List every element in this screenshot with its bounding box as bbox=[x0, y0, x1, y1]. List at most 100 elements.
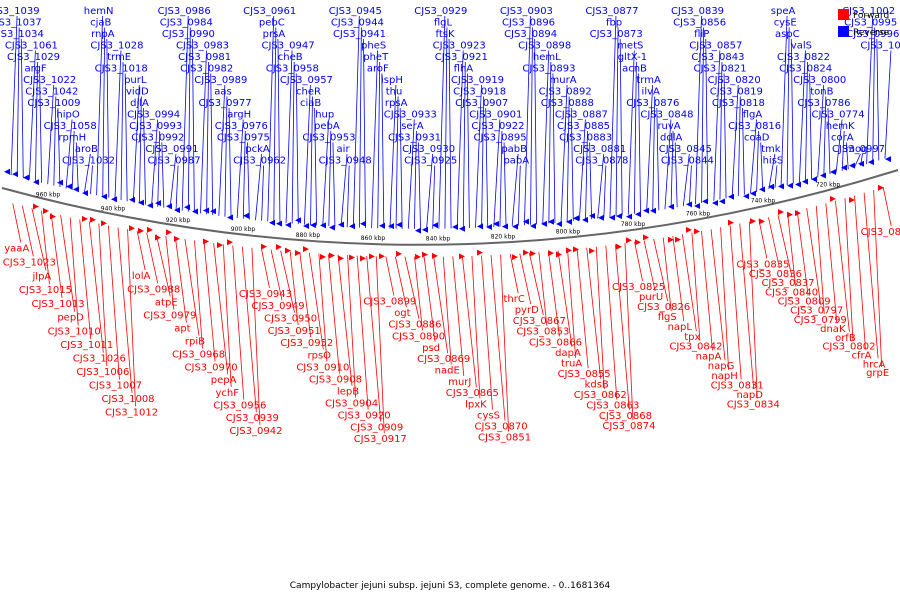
forward-gene-label[interactable]: pyrD bbox=[515, 305, 539, 316]
forward-gene-label[interactable]: CJS3_0874 bbox=[602, 421, 655, 432]
reverse-gene-label[interactable]: CJS3_0885 bbox=[557, 121, 610, 132]
forward-gene-label[interactable]: CJS3_1015 bbox=[19, 285, 72, 296]
reverse-gene-label[interactable]: CJS3_0921 bbox=[435, 52, 488, 63]
forward-gene-label[interactable]: cfrA bbox=[852, 350, 872, 361]
forward-gene-label[interactable]: CJS3_0979 bbox=[143, 311, 196, 322]
reverse-gene-label[interactable]: CJS3_0991 bbox=[145, 144, 198, 155]
reverse-gene-label[interactable]: prsA bbox=[263, 29, 286, 40]
reverse-gene-label[interactable]: CJS3_0995 bbox=[844, 18, 897, 29]
forward-gene-label[interactable]: napG bbox=[708, 361, 735, 372]
reverse-gene-label[interactable]: CJS3_0873 bbox=[590, 29, 643, 40]
reverse-gene-label[interactable]: CJS3_0896 bbox=[502, 18, 555, 29]
reverse-gene-label[interactable]: pabA bbox=[503, 156, 529, 167]
forward-gene-label[interactable]: CJS3_0837 bbox=[761, 278, 814, 289]
reverse-gene-label[interactable]: CJS3_0919 bbox=[451, 75, 504, 86]
reverse-gene-label[interactable]: CJS3_0990 bbox=[162, 29, 215, 40]
reverse-gene-label[interactable]: CJS3_0944 bbox=[331, 18, 384, 29]
reverse-gene-label[interactable]: CJS3_0983 bbox=[176, 41, 229, 52]
reverse-gene-label[interactable]: CJS3_1029 bbox=[7, 52, 60, 63]
forward-gene-label[interactable]: CJS3_0908 bbox=[309, 375, 362, 386]
forward-gene-label[interactable]: CJS3_0809 bbox=[778, 297, 831, 308]
forward-gene-label[interactable]: yaaA bbox=[4, 243, 29, 254]
reverse-gene-label[interactable]: trmE bbox=[107, 52, 131, 63]
forward-gene-label[interactable]: dnaK bbox=[820, 324, 846, 335]
reverse-gene-label[interactable]: CJS3_0948 bbox=[319, 156, 372, 167]
forward-gene-label[interactable]: napH bbox=[711, 371, 737, 382]
forward-gene-label[interactable]: CJS3_0842 bbox=[669, 342, 722, 353]
reverse-gene-label[interactable]: CJS3_1058 bbox=[44, 121, 97, 132]
reverse-gene-label[interactable]: ispH bbox=[381, 75, 403, 86]
reverse-gene-label[interactable]: CJS3_0848 bbox=[640, 110, 693, 121]
reverse-gene-label[interactable]: CJS3_0975 bbox=[217, 133, 270, 144]
reverse-gene-label[interactable]: air bbox=[337, 144, 351, 155]
reverse-gene-label[interactable]: CJS3_0947 bbox=[262, 41, 315, 52]
forward-gene-label[interactable]: napA bbox=[696, 352, 722, 363]
forward-gene-label[interactable]: CJS3_0904 bbox=[325, 399, 378, 410]
forward-gene-label[interactable]: rpiB bbox=[185, 337, 205, 348]
forward-gene-label[interactable]: CJS3_0952 bbox=[280, 338, 333, 349]
forward-gene-label[interactable]: CJS3_0808 bbox=[861, 227, 900, 238]
reverse-gene-label[interactable]: CJS3_0986 bbox=[158, 6, 211, 17]
forward-gene-label[interactable]: CJS3_0970 bbox=[185, 362, 238, 373]
reverse-gene-label[interactable]: trmA bbox=[636, 75, 661, 86]
forward-gene-label[interactable]: orfB bbox=[835, 333, 856, 344]
reverse-gene-label[interactable]: CJS3_0941 bbox=[333, 29, 386, 40]
reverse-gene-label[interactable]: CJS3_0819 bbox=[710, 87, 763, 98]
reverse-gene-label[interactable]: metS bbox=[617, 41, 643, 52]
reverse-gene-label[interactable]: CJS3_0857 bbox=[689, 41, 742, 52]
reverse-gene-label[interactable]: ilvA bbox=[642, 87, 660, 98]
reverse-gene-label[interactable]: CJS3_0893 bbox=[522, 64, 575, 75]
forward-gene-label[interactable]: CJS3_0909 bbox=[350, 422, 403, 433]
reverse-gene-label[interactable]: aroF bbox=[367, 64, 389, 75]
reverse-gene-label[interactable]: CJS3_0987 bbox=[148, 156, 201, 167]
forward-gene-label[interactable]: CJS3_0920 bbox=[338, 411, 391, 422]
reverse-gene-label[interactable]: CJS3_0931 bbox=[388, 133, 441, 144]
reverse-gene-label[interactable]: flgL bbox=[434, 18, 453, 29]
reverse-gene-label[interactable]: fbp bbox=[606, 18, 622, 29]
reverse-gene-label[interactable]: CJS3_0901 bbox=[469, 110, 522, 121]
forward-gene-label[interactable]: hrcA bbox=[863, 359, 886, 370]
reverse-gene-label[interactable]: CJS3_0961 bbox=[243, 6, 296, 17]
reverse-gene-label[interactable]: CJS3_0993 bbox=[129, 121, 182, 132]
forward-gene-label[interactable]: CJS3_0840 bbox=[765, 287, 818, 298]
forward-gene-label[interactable]: CJS3_0968 bbox=[172, 349, 225, 360]
forward-gene-label[interactable]: CJS3_0866 bbox=[529, 337, 582, 348]
reverse-gene-label[interactable]: CJS3_0929 bbox=[414, 6, 467, 17]
reverse-gene-label[interactable]: CJS3_0816 bbox=[728, 121, 781, 132]
forward-gene-label[interactable]: CJS3_0886 bbox=[388, 320, 441, 331]
reverse-gene-label[interactable]: CJS3_0894 bbox=[504, 29, 557, 40]
reverse-gene-label[interactable]: CJS3_0976 bbox=[215, 121, 268, 132]
forward-gene-label[interactable]: psd bbox=[422, 343, 440, 354]
reverse-gene-label[interactable]: ciaB bbox=[300, 98, 321, 109]
reverse-gene-label[interactable]: fliP bbox=[694, 29, 709, 40]
reverse-gene-label[interactable]: CJS3_0898 bbox=[518, 41, 571, 52]
reverse-gene-label[interactable]: hipO bbox=[56, 110, 79, 121]
reverse-gene-label[interactable]: CJS3_1042 bbox=[25, 87, 78, 98]
reverse-gene-label[interactable]: cheR bbox=[296, 87, 321, 98]
forward-gene-label[interactable]: CJS3_0863 bbox=[586, 401, 639, 412]
reverse-gene-label[interactable]: CJS3_0997 bbox=[832, 144, 885, 155]
forward-gene-label[interactable]: CJS3_1011 bbox=[60, 340, 113, 351]
forward-gene-label[interactable]: CJS3_0834 bbox=[727, 400, 780, 411]
reverse-gene-label[interactable]: CJS3_0774 bbox=[812, 110, 865, 121]
reverse-gene-label[interactable]: CJS3_0876 bbox=[626, 98, 679, 109]
reverse-gene-label[interactable]: CJS3_1001 bbox=[860, 41, 900, 52]
forward-gene-label[interactable]: CJS3_0950 bbox=[264, 314, 317, 325]
forward-gene-label[interactable]: CJS3_0869 bbox=[417, 354, 470, 365]
reverse-gene-label[interactable]: vidD bbox=[126, 87, 149, 98]
reverse-gene-label[interactable]: aspC bbox=[775, 29, 800, 40]
reverse-gene-label[interactable]: pheS bbox=[361, 41, 386, 52]
reverse-gene-label[interactable]: CJS3_1039 bbox=[0, 6, 40, 17]
reverse-gene-label[interactable]: CJS3_0992 bbox=[131, 133, 184, 144]
reverse-gene-label[interactable]: CJS3_0856 bbox=[673, 18, 726, 29]
forward-gene-label[interactable]: CJS3_0855 bbox=[558, 369, 611, 380]
forward-gene-label[interactable]: CJS3_0942 bbox=[229, 426, 282, 437]
reverse-gene-label[interactable]: CJS3_0994 bbox=[127, 110, 180, 121]
forward-gene-label[interactable]: CJS3_1012 bbox=[105, 407, 158, 418]
forward-gene-label[interactable]: CJS3_0951 bbox=[268, 326, 321, 337]
forward-gene-label[interactable]: CJS3_0870 bbox=[474, 422, 527, 433]
reverse-gene-label[interactable]: CJS3_0918 bbox=[453, 87, 506, 98]
reverse-gene-label[interactable]: speA bbox=[771, 6, 796, 17]
reverse-gene-label[interactable]: coaD bbox=[744, 133, 770, 144]
forward-gene-label[interactable]: napL bbox=[668, 322, 693, 333]
